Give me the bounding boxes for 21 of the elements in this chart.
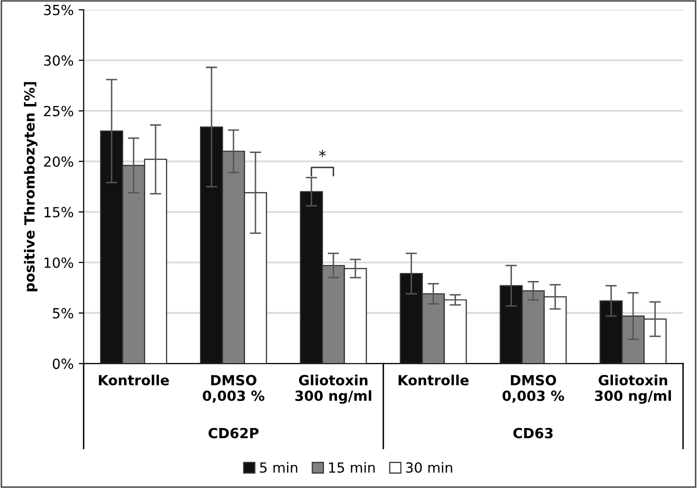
annotation: * bbox=[319, 150, 326, 157]
y-tick-label: 30% bbox=[44, 55, 74, 66]
x-tick-label: DMSO 0,003 % bbox=[502, 374, 564, 403]
y-tick-label: 15% bbox=[44, 206, 74, 218]
y-tick-label: 25% bbox=[44, 106, 74, 116]
text: CD63 bbox=[513, 428, 553, 438]
y-axis-title: positive Thrombozyten [%] bbox=[24, 82, 38, 292]
x-tick-label: Kontrolle bbox=[398, 374, 469, 386]
y-tick-label: 20% bbox=[44, 156, 74, 167]
y-tick-label: 5% bbox=[52, 308, 74, 318]
x-tick-label: Gliotoxin 300 ng/ml bbox=[595, 374, 671, 404]
x-tick-label: Kontrolle bbox=[98, 374, 169, 386]
y-tick-label: 35% bbox=[44, 4, 74, 16]
legend-label: 30 min bbox=[406, 462, 452, 473]
legend-label: 15 min bbox=[329, 462, 375, 473]
y-tick-label: 0% bbox=[52, 358, 74, 370]
text: CD62P bbox=[208, 428, 259, 438]
x-tick-label: DMSO 0,003 % bbox=[202, 374, 264, 403]
x-tick-label: Gliotoxin 300 ng/ml bbox=[295, 374, 372, 404]
y-tick-label: 10% bbox=[44, 257, 74, 268]
legend-label: 5 min bbox=[260, 462, 298, 473]
